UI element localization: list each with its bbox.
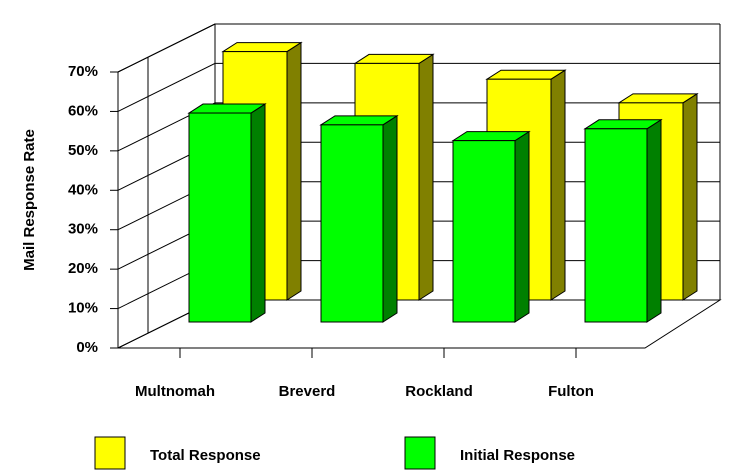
bar-front <box>320 124 384 323</box>
legend-label: Initial Response <box>460 447 575 464</box>
bar <box>319 114 399 323</box>
bar <box>583 118 663 323</box>
bar-front <box>584 128 648 323</box>
bar-top <box>187 103 267 114</box>
y-tick-label: 40% <box>68 181 98 198</box>
y-tick-label: 10% <box>68 300 98 317</box>
x-tick-label: Fulton <box>548 383 594 400</box>
x-tick-label: Rockland <box>405 383 473 400</box>
bar-front <box>452 140 516 323</box>
grid-line <box>117 62 720 112</box>
y-tick-label: 20% <box>68 260 98 277</box>
bar-top <box>353 53 435 64</box>
bar-side <box>550 69 566 301</box>
x-tick-label: Multnomah <box>135 383 215 400</box>
bar-top <box>319 115 399 126</box>
bar-top <box>451 131 531 142</box>
bar <box>187 103 267 323</box>
bar-top <box>221 42 303 53</box>
bar-side <box>418 53 434 301</box>
y-tick-label: 50% <box>68 142 98 159</box>
bar-side <box>514 130 530 323</box>
grid-line <box>117 23 720 73</box>
bar-side <box>382 114 398 323</box>
bar <box>451 130 531 323</box>
y-tick-label: 70% <box>68 63 98 80</box>
bar-side <box>682 92 698 301</box>
bar-top <box>617 93 699 104</box>
y-tick-label: 60% <box>68 102 98 119</box>
bar-front <box>188 112 252 323</box>
bar-side <box>250 103 266 323</box>
y-tick-label: 30% <box>68 221 98 238</box>
bar-top <box>583 119 663 130</box>
legend-swatch <box>94 436 126 470</box>
legend-label: Total Response <box>150 447 261 464</box>
bar-top <box>485 69 567 80</box>
x-tick-label: Breverd <box>279 383 336 400</box>
legend-swatch <box>404 436 436 470</box>
bar-side <box>646 118 662 323</box>
y-axis-label: Mail Response Rate <box>21 129 38 271</box>
bar-side <box>286 41 302 301</box>
y-tick-label: 0% <box>76 339 98 356</box>
